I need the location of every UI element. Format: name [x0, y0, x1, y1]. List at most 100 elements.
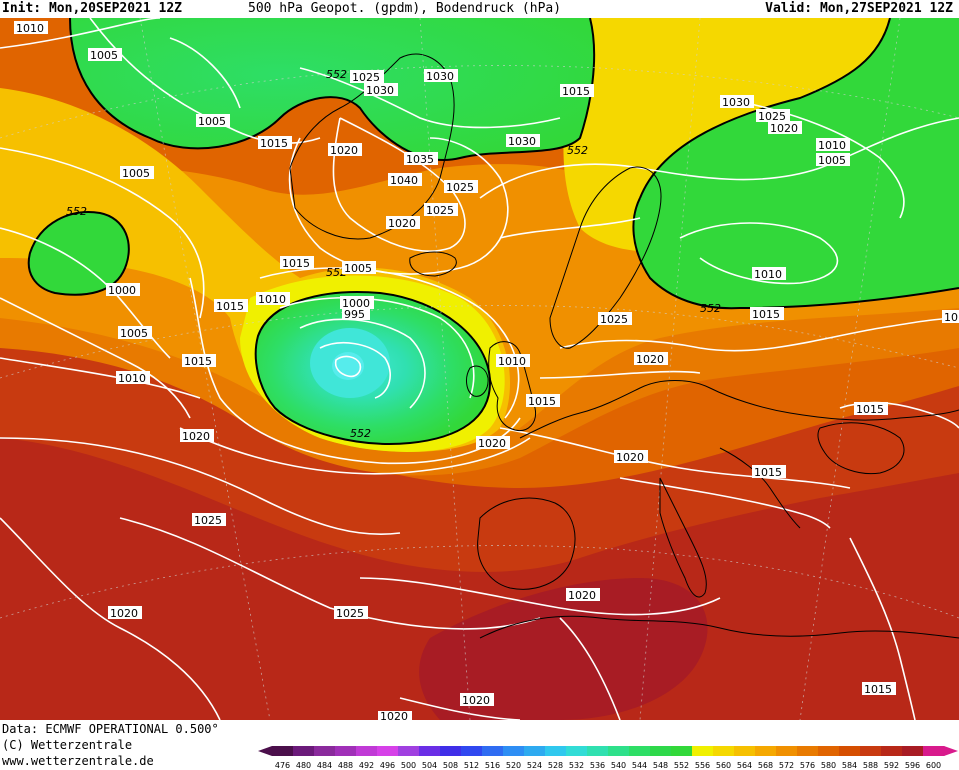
- scale-label: 556: [695, 761, 710, 770]
- iceland-coast: [409, 251, 457, 277]
- britain-coast: [488, 341, 537, 432]
- isobar-label: 1025: [350, 70, 384, 84]
- scale-label: 584: [842, 761, 857, 770]
- scale-label: 520: [506, 761, 521, 770]
- italy-coast: [659, 477, 707, 598]
- scale-label: 480: [296, 761, 311, 770]
- svg-text:1010: 1010: [818, 139, 846, 152]
- svg-text:1000: 1000: [108, 284, 136, 297]
- isobar-label: 1025: [756, 109, 790, 123]
- scale-label: 476: [275, 761, 290, 770]
- scale-swatch: [503, 746, 525, 756]
- map-header: Init: Mon,20SEP2021 12Z 500 hPa Geopot. …: [0, 0, 959, 18]
- scale-label: 576: [800, 761, 815, 770]
- svg-text:1025: 1025: [600, 313, 628, 326]
- scale-swatch: [461, 746, 483, 756]
- scale-label: 572: [779, 761, 794, 770]
- scale-label: 580: [821, 761, 836, 770]
- ireland-coast: [466, 365, 489, 397]
- isobar-label: 1010: [116, 371, 150, 385]
- scale-swatch: [713, 746, 735, 756]
- scale-label: 516: [485, 761, 500, 770]
- copyright: (C) Wetterzentrale: [2, 738, 133, 752]
- svg-text:1020: 1020: [636, 353, 664, 366]
- scale-label: 504: [422, 761, 437, 770]
- scale-label: 532: [569, 761, 584, 770]
- svg-text:1040: 1040: [390, 174, 418, 187]
- svg-text:1030: 1030: [508, 135, 536, 148]
- svg-text:1020: 1020: [462, 694, 490, 707]
- scale-label: 560: [716, 761, 731, 770]
- scale-swatch: [755, 746, 777, 756]
- svg-text:1005: 1005: [122, 167, 150, 180]
- label-552: 552: [66, 205, 87, 218]
- isobar-label: 1020: [768, 121, 802, 135]
- label-552: 552: [326, 266, 347, 279]
- weather-map: 552 552 552 552 552 552 1010 1005 1025 1…: [0, 18, 959, 720]
- svg-text:1030: 1030: [366, 84, 394, 97]
- svg-text:1005: 1005: [818, 154, 846, 167]
- isobar-label: 1015: [854, 402, 888, 416]
- map-title: 500 hPa Geopot. (gpdm), Bodendruck (hPa): [248, 1, 562, 16]
- scale-label: 600: [926, 761, 941, 770]
- svg-text:1025: 1025: [758, 110, 786, 123]
- scale-swatch: [608, 746, 630, 756]
- svg-text:1010: 1010: [258, 293, 286, 306]
- isobar-label: 1030: [506, 134, 540, 148]
- svg-text:1005: 1005: [198, 115, 226, 128]
- isobar-label: 10: [942, 310, 959, 324]
- isobar-label: 1015: [750, 307, 784, 321]
- map-footer: Data: ECMWF OPERATIONAL 0.500° (C) Wette…: [0, 720, 959, 770]
- isobar-label: 1025: [424, 203, 458, 217]
- scale-swatch: [671, 746, 693, 756]
- isobar-label: 1010: [752, 267, 786, 281]
- label-552: 552: [700, 302, 721, 315]
- scale-label: 536: [590, 761, 605, 770]
- svg-text:1020: 1020: [616, 451, 644, 464]
- svg-text:1010: 1010: [498, 355, 526, 368]
- isobar-label: 1005: [342, 261, 376, 275]
- contour-552: [27, 18, 959, 445]
- label-552: 552: [350, 427, 371, 440]
- isobar-label: 1035: [404, 152, 438, 166]
- svg-text:1005: 1005: [120, 327, 148, 340]
- svg-text:1015: 1015: [184, 355, 212, 368]
- isobar-label: 1025: [334, 606, 368, 620]
- scale-label: 540: [611, 761, 626, 770]
- europe-coast: [519, 380, 959, 439]
- svg-text:1020: 1020: [380, 710, 408, 720]
- scale-label: 592: [884, 761, 899, 770]
- greenland-coast: [289, 53, 455, 240]
- isobar-label: 1005: [816, 153, 850, 167]
- isobar-label: 1020: [566, 588, 600, 602]
- scale-swatch: [650, 746, 672, 756]
- svg-text:1005: 1005: [344, 262, 372, 275]
- scale-swatch: [839, 746, 861, 756]
- africa-coast: [479, 615, 959, 639]
- svg-text:1025: 1025: [352, 71, 380, 84]
- scale-swatch: [335, 746, 357, 756]
- isobar-label: 1020: [378, 710, 412, 720]
- scale-swatch: [818, 746, 840, 756]
- valid-time: Valid: Mon,27SEP2021 12Z: [765, 1, 953, 16]
- isobar-label: 995: [342, 307, 370, 321]
- scale-swatch: [629, 746, 651, 756]
- scandinavia-russia-low: [633, 18, 959, 309]
- isobar-label: 1015: [214, 299, 248, 313]
- scale-swatch: [860, 746, 882, 756]
- svg-text:1015: 1015: [752, 308, 780, 321]
- svg-text:1020: 1020: [330, 144, 358, 157]
- labrador-low: [28, 212, 129, 295]
- label-552: 552: [567, 144, 588, 157]
- isobar-label: 1005: [120, 166, 154, 180]
- svg-text:1020: 1020: [110, 607, 138, 620]
- scale-swatch: [524, 746, 546, 756]
- scale-arrow-right: [944, 746, 958, 756]
- scale-swatch: [566, 746, 588, 756]
- coastlines: [289, 53, 959, 639]
- scale-label: 492: [359, 761, 374, 770]
- scale-swatch: [902, 746, 924, 756]
- svg-text:1020: 1020: [770, 122, 798, 135]
- scandinavia-coast: [549, 166, 662, 349]
- scale-swatch: [734, 746, 756, 756]
